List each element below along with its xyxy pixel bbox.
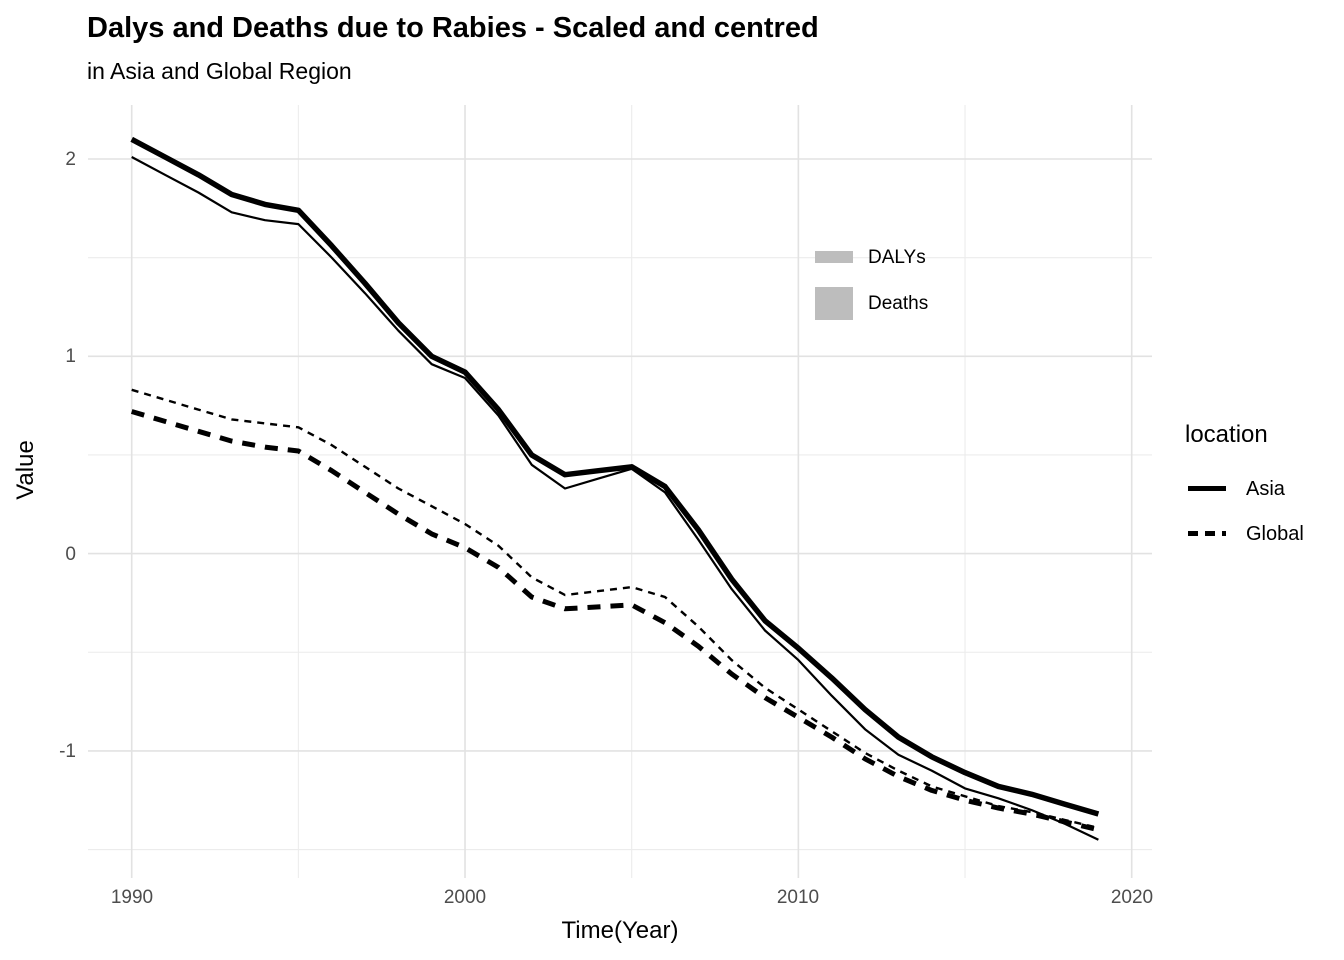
location-legend-title: location — [1185, 421, 1268, 448]
location-legend-key-asia-solid-line-icon — [1188, 486, 1226, 491]
y-tick-label-2: 2 — [65, 149, 76, 170]
size-legend-label-dalys: DALYs — [868, 247, 926, 268]
x-tick-label-1990: 1990 — [110, 887, 154, 908]
y-axis-title: Value — [12, 440, 39, 500]
y-tick-label-1: 1 — [65, 346, 76, 367]
line-asia-dalys — [131, 156, 1099, 841]
size-legend-key-deaths-icon — [815, 287, 853, 320]
location-legend-label-global: Global — [1246, 523, 1304, 545]
size-legend-key-dalys-icon — [815, 251, 853, 263]
y-tick-label-0: 0 — [65, 544, 76, 565]
line-global-dalys — [131, 388, 1099, 829]
x-tick-label-2010: 2010 — [776, 887, 820, 908]
chart-subtitle: in Asia and Global Region — [87, 58, 352, 84]
x-axis-title: Time(Year) — [561, 917, 679, 944]
chart-title: Dalys and Deaths due to Rabies - Scaled … — [87, 12, 819, 44]
y-tick-label-neg1: -1 — [59, 741, 76, 762]
size-legend-label-deaths: Deaths — [868, 293, 929, 314]
gridlines — [88, 105, 1152, 878]
x-tick-label-2020: 2020 — [1110, 887, 1154, 908]
line-global-deaths — [130, 409, 1099, 833]
location-legend-label-asia: Asia — [1246, 478, 1285, 500]
x-tick-label-2000: 2000 — [443, 887, 487, 908]
line-asia-deaths — [130, 136, 1100, 817]
location-legend-key-global-dashed-line-icon — [1188, 531, 1226, 536]
